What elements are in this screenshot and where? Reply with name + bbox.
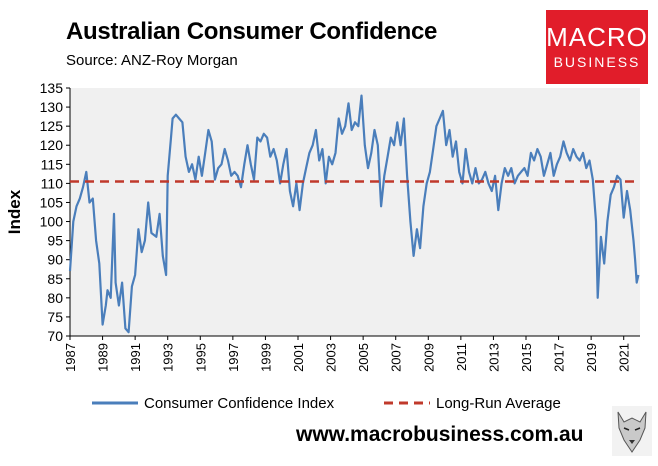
legend-label: Consumer Confidence Index — [144, 395, 335, 412]
website-url[interactable]: www.macrobusiness.com.au — [296, 423, 584, 446]
x-tick-label: 2007 — [389, 343, 404, 372]
x-tick-label: 2011 — [454, 343, 469, 371]
x-tick-label: 2019 — [584, 343, 599, 372]
x-tick-label: 2021 — [617, 343, 632, 372]
y-axis-label: Index — [5, 189, 24, 234]
x-tick-label: 2003 — [324, 343, 339, 372]
plot-area — [70, 88, 640, 336]
macrobusiness-logo: MACRO BUSINESS — [546, 10, 648, 84]
x-tick-label: 1993 — [161, 343, 176, 372]
chart-title: Australian Consumer Confidence — [66, 18, 438, 45]
y-tick-label: 90 — [47, 252, 63, 268]
y-tick-label: 100 — [40, 214, 64, 230]
logo-line-1: MACRO — [546, 22, 648, 52]
legend-label: Long-Run Average — [436, 395, 561, 412]
y-tick-label: 85 — [47, 271, 63, 287]
x-tick-label: 1995 — [193, 343, 208, 372]
legend: Consumer Confidence Index Long-Run Averag… — [92, 395, 561, 412]
x-tick-label: 2005 — [356, 343, 371, 372]
x-tick-label: 2001 — [291, 343, 306, 372]
y-tick-label: 115 — [41, 156, 64, 172]
x-tick-label: 1989 — [96, 343, 111, 372]
y-tick-label: 105 — [40, 194, 64, 210]
x-tick-label: 1999 — [258, 343, 273, 372]
x-tick-label: 2013 — [486, 343, 501, 372]
y-tick-label: 70 — [47, 328, 63, 344]
logo-line-2: BUSINESS — [553, 54, 641, 70]
chart-source: Source: ANZ-Roy Morgan — [66, 52, 238, 69]
y-tick-label: 120 — [40, 137, 64, 153]
consumer-confidence-line — [68, 94, 640, 334]
y-tick-label: 75 — [47, 309, 63, 325]
y-tick-label: 125 — [40, 118, 64, 134]
y-tick-label: 95 — [47, 233, 63, 249]
wolf-mascot-icon — [612, 406, 652, 456]
x-tick-label: 1997 — [226, 343, 241, 372]
x-tick-label: 2009 — [421, 343, 436, 372]
y-tick-label: 130 — [40, 99, 64, 115]
x-tick-label: 1991 — [128, 343, 143, 372]
x-tick-label: 2017 — [552, 343, 567, 372]
x-tick-label: 1987 — [63, 343, 78, 372]
y-tick-label: 80 — [47, 290, 63, 306]
x-tick-label: 2015 — [519, 343, 534, 372]
y-tick-label: 110 — [41, 175, 64, 191]
y-tick-label: 135 — [40, 80, 64, 96]
